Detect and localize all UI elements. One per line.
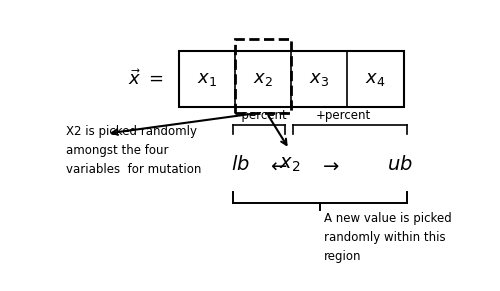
Text: +percent: +percent xyxy=(316,109,371,122)
Text: $x_1$: $x_1$ xyxy=(197,70,217,88)
Text: A new value is picked
randomly within this
region: A new value is picked randomly within th… xyxy=(324,212,452,263)
Text: $x_2$: $x_2$ xyxy=(278,155,300,174)
Text: $\leftarrow$: $\leftarrow$ xyxy=(267,155,288,174)
Bar xyxy=(235,39,291,113)
Text: -percent: -percent xyxy=(237,109,287,122)
Text: $ub$: $ub$ xyxy=(386,155,412,174)
Text: $\rightarrow$: $\rightarrow$ xyxy=(320,155,340,174)
Bar xyxy=(179,51,404,107)
Text: $x_4$: $x_4$ xyxy=(365,70,386,88)
Text: $x_3$: $x_3$ xyxy=(309,70,330,88)
Text: $x_2$: $x_2$ xyxy=(253,70,273,88)
Text: $lb$: $lb$ xyxy=(232,155,250,174)
Text: $\vec{x}\ =$: $\vec{x}\ =$ xyxy=(128,69,163,88)
Text: X2 is picked randomly
amongst the four
variables  for mutation: X2 is picked randomly amongst the four v… xyxy=(66,125,202,175)
